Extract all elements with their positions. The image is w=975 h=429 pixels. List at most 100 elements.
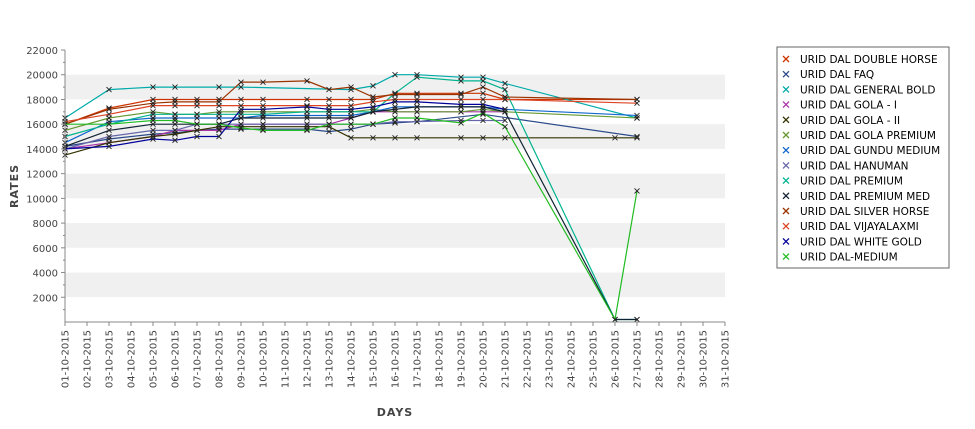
x-tick-label: 12-10-2015 [303,330,314,388]
legend-marker [782,207,790,215]
data-point [612,316,618,323]
data-point [238,106,244,113]
y-tick-label: 8000 [33,219,58,230]
legend-label: URID DAL PREMIUM [800,176,903,188]
data-point [326,121,332,128]
y-axis-title: RATES [8,164,21,208]
legend-item: URID DAL-MEDIUM [782,252,898,264]
data-point [634,115,640,121]
legend-item: URID DAL GUNDU MEDIUM [782,145,940,157]
data-point [458,91,464,98]
legend-label: URID DAL GENERAL BOLD [800,84,936,96]
data-point [502,134,508,141]
data-point [150,102,156,109]
legend-label: URID DAL HANUMAN [800,160,909,172]
legend-marker [782,237,790,245]
x-tick-label: 08-10-2015 [215,330,226,388]
data-point [392,108,398,115]
data-point [392,115,398,121]
data-point [106,106,112,113]
data-point [106,143,112,150]
data-point [304,127,310,134]
legend-marker [782,177,790,185]
data-point [260,127,266,134]
legend-label: URID DAL VIJAYALAXMI [800,221,919,233]
series-line [64,98,638,123]
data-point [150,108,156,115]
data-point [634,188,640,194]
data-point [238,84,244,90]
data-point [238,115,244,121]
y-tick-label: 14000 [26,145,58,156]
data-point [480,90,486,97]
data-point [370,94,376,100]
legend-item: URID DAL HANUMAN [782,160,909,172]
legend-label: URID DAL DOUBLE HORSE [800,54,938,66]
series-4 [62,123,640,158]
data-point [392,106,398,113]
data-point [106,133,112,140]
data-point [392,134,398,141]
data-point [172,127,178,134]
data-point [216,108,222,115]
data-point [326,96,332,103]
data-point [216,102,222,109]
data-point [348,126,354,132]
legend-item: URID DAL PREMIUM [782,176,903,188]
x-tick-label: 27-10-2015 [633,330,644,388]
legend-marker [782,253,790,261]
data-point [106,127,112,134]
data-point [370,121,376,128]
data-point [304,96,310,103]
data-point [502,94,508,100]
data-point [480,117,486,124]
x-tick-label: 03-10-2015 [105,330,116,388]
data-point [502,96,508,103]
data-point [480,96,486,103]
x-tick-label: 15-10-2015 [369,330,380,388]
data-point [150,136,156,142]
data-point [458,78,464,84]
x-tick-label: 11-10-2015 [281,330,292,388]
data-point [172,96,178,103]
legend-item: URID DAL SILVER HORSE [782,206,929,218]
data-point [238,96,244,103]
data-point [502,80,508,87]
data-point [194,121,200,128]
legend-marker [782,146,790,154]
legend-item: URID DAL GOLA - II [782,115,900,127]
grid-band [65,272,725,298]
data-point [348,96,354,103]
data-point [502,117,508,124]
x-tick-label: 01-10-2015 [61,330,72,388]
y-tick-label: 22000 [26,46,58,57]
data-point [304,78,310,84]
legend-marker [782,85,790,93]
data-point [502,106,508,113]
x-tick-label: 24-10-2015 [567,330,578,388]
x-tick-label: 26-10-2015 [611,330,622,388]
legend-label: URID DAL-MEDIUM [800,252,898,264]
data-point [260,79,266,85]
y-tick-label: 16000 [26,120,58,131]
data-point [326,106,332,113]
legend-label: URID DAL GOLA - II [800,115,900,127]
data-point [216,133,222,140]
data-point [480,84,486,90]
series-8 [62,74,640,323]
legend-marker [782,131,790,139]
data-point [370,83,376,89]
y-tick-label: 4000 [33,269,58,280]
legend-marker [782,192,790,200]
x-tick-label: 17-10-2015 [413,330,424,388]
data-point [414,134,420,141]
x-tick-label: 30-10-2015 [699,330,710,388]
legend: URID DAL DOUBLE HORSE URID DAL FAQ URID DA… [776,46,950,269]
legend-item: URID DAL FAQ [782,69,874,81]
data-point [172,84,178,90]
data-point [260,121,266,128]
data-point [194,102,200,109]
data-point [414,115,420,121]
legend-item: URID DAL WHITE GOLD [782,236,922,248]
data-point [392,71,398,78]
